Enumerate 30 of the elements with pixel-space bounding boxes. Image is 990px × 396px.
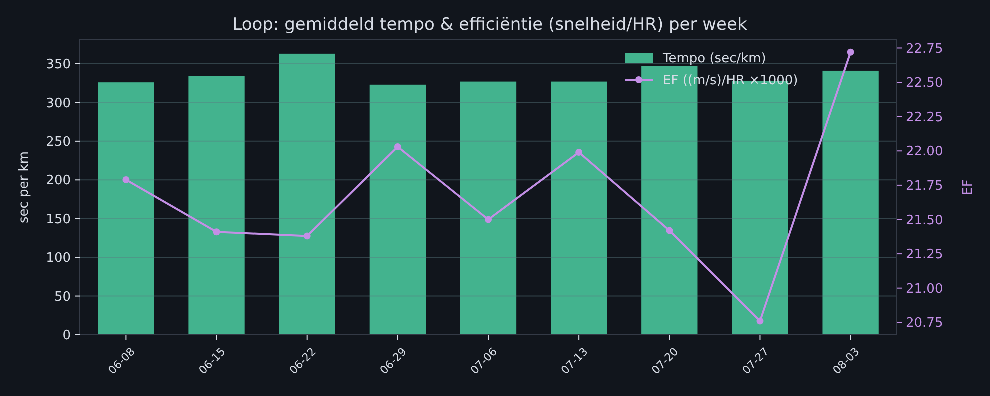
y2-tick-label: 22.50 bbox=[906, 76, 944, 92]
point bbox=[666, 227, 674, 234]
y-axis-title: sec per km bbox=[17, 152, 32, 224]
y2-tick-label: 21.50 bbox=[906, 213, 944, 228]
y-tick-label: 100 bbox=[46, 251, 71, 266]
point bbox=[122, 176, 130, 184]
point bbox=[847, 48, 854, 56]
y2-tick-label: 21.00 bbox=[906, 282, 944, 297]
y2-axis-title: EF bbox=[961, 180, 976, 196]
y-tick-label: 200 bbox=[46, 174, 71, 189]
y2-tick-label: 21.25 bbox=[906, 248, 944, 263]
chart-title: Loop: gemiddeld tempo & efficiëntie (snelheid/HR) per week bbox=[232, 15, 748, 35]
y-tick-label: 0 bbox=[62, 328, 71, 344]
point bbox=[756, 318, 764, 325]
y-tick-label: 250 bbox=[46, 134, 71, 150]
y2-tick-label: 22.75 bbox=[906, 42, 944, 57]
point bbox=[576, 149, 583, 156]
y2-tick-label: 22.00 bbox=[906, 144, 944, 160]
y2-tick-label: 21.75 bbox=[906, 178, 944, 194]
y2-tick-label: 22.25 bbox=[906, 110, 944, 126]
legend-label: Tempo (sec/km) bbox=[662, 52, 766, 67]
y-tick-label: 150 bbox=[46, 212, 71, 228]
point bbox=[213, 228, 220, 236]
y-tick-label: 50 bbox=[54, 290, 71, 305]
point bbox=[304, 232, 311, 240]
y-tick-label: 300 bbox=[46, 96, 71, 112]
point bbox=[394, 144, 402, 151]
y2-tick-label: 20.75 bbox=[906, 316, 944, 332]
y-tick-label: 350 bbox=[46, 58, 71, 73]
point bbox=[485, 216, 492, 224]
